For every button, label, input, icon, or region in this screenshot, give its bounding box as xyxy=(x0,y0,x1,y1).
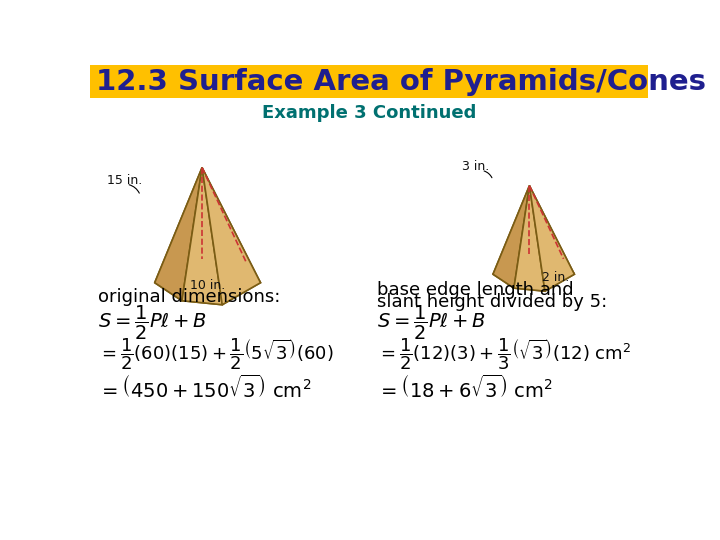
Polygon shape xyxy=(529,186,575,291)
Text: 2 in.: 2 in. xyxy=(542,271,569,284)
Polygon shape xyxy=(493,186,529,288)
Polygon shape xyxy=(202,167,261,305)
Polygon shape xyxy=(493,256,575,291)
Text: original dimensions:: original dimensions: xyxy=(98,288,280,306)
Polygon shape xyxy=(155,167,202,283)
Text: 10 in.: 10 in. xyxy=(190,279,225,292)
Text: base edge length and: base edge length and xyxy=(377,281,573,299)
Text: 3 in.: 3 in. xyxy=(462,160,490,173)
Text: $S = \dfrac{1}{2}P\ell + B$: $S = \dfrac{1}{2}P\ell + B$ xyxy=(98,303,207,342)
Text: $= \left(450+150\sqrt{3}\right)$ cm$^2$: $= \left(450+150\sqrt{3}\right)$ cm$^2$ xyxy=(98,375,311,402)
Polygon shape xyxy=(202,167,261,283)
Polygon shape xyxy=(493,186,529,274)
Polygon shape xyxy=(514,186,545,291)
Polygon shape xyxy=(182,167,222,305)
Text: $= \left(18+6\sqrt{3}\right)$ cm$^2$: $= \left(18+6\sqrt{3}\right)$ cm$^2$ xyxy=(377,375,553,402)
Text: slant height divided by 5:: slant height divided by 5: xyxy=(377,293,607,311)
Text: 15 in.: 15 in. xyxy=(107,174,143,187)
Bar xyxy=(90,65,648,98)
Text: $= \dfrac{1}{2}(12)(3)+\dfrac{1}{3}\left(\sqrt{3}\right)(12)$ cm$^2$: $= \dfrac{1}{2}(12)(3)+\dfrac{1}{3}\left… xyxy=(377,335,631,372)
Text: $S = \dfrac{1}{2}P\ell + B$: $S = \dfrac{1}{2}P\ell + B$ xyxy=(377,303,486,342)
Text: 12.3 Surface Area of Pyramids/Cones: 12.3 Surface Area of Pyramids/Cones xyxy=(96,68,706,96)
Text: $= \dfrac{1}{2}(60)(15)+\dfrac{1}{2}\left(5\sqrt{3}\right)(60)$: $= \dfrac{1}{2}(60)(15)+\dfrac{1}{2}\lef… xyxy=(98,335,333,372)
Text: Example 3 Continued: Example 3 Continued xyxy=(262,104,476,122)
Polygon shape xyxy=(529,186,575,274)
Polygon shape xyxy=(155,167,202,301)
Polygon shape xyxy=(155,259,261,305)
